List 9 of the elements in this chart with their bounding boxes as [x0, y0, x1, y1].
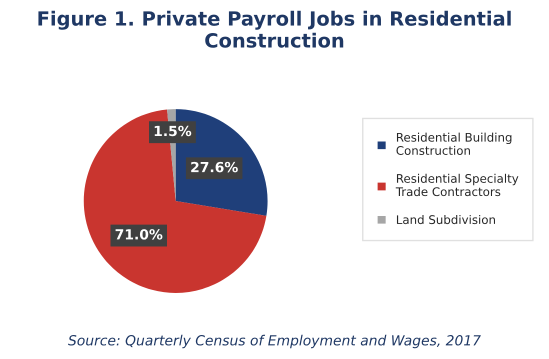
data-label: 1.5% [154, 126, 192, 136]
legend-label: Residential Building Construction [396, 132, 512, 155]
data-label: 71.0% [116, 229, 162, 240]
chart-title: Figure 1. Private Payroll Jobs in Residential Construction [38, 10, 511, 48]
source-note: Source: Quarterly Census of Employment and Wages, 2017 [68, 334, 481, 348]
pie-slice [84, 110, 266, 293]
data-label: 27.6% [191, 162, 238, 172]
legend-label: Residential Specialty Trade Contractors [396, 174, 518, 196]
legend-label: Land Subdivision [396, 214, 495, 224]
